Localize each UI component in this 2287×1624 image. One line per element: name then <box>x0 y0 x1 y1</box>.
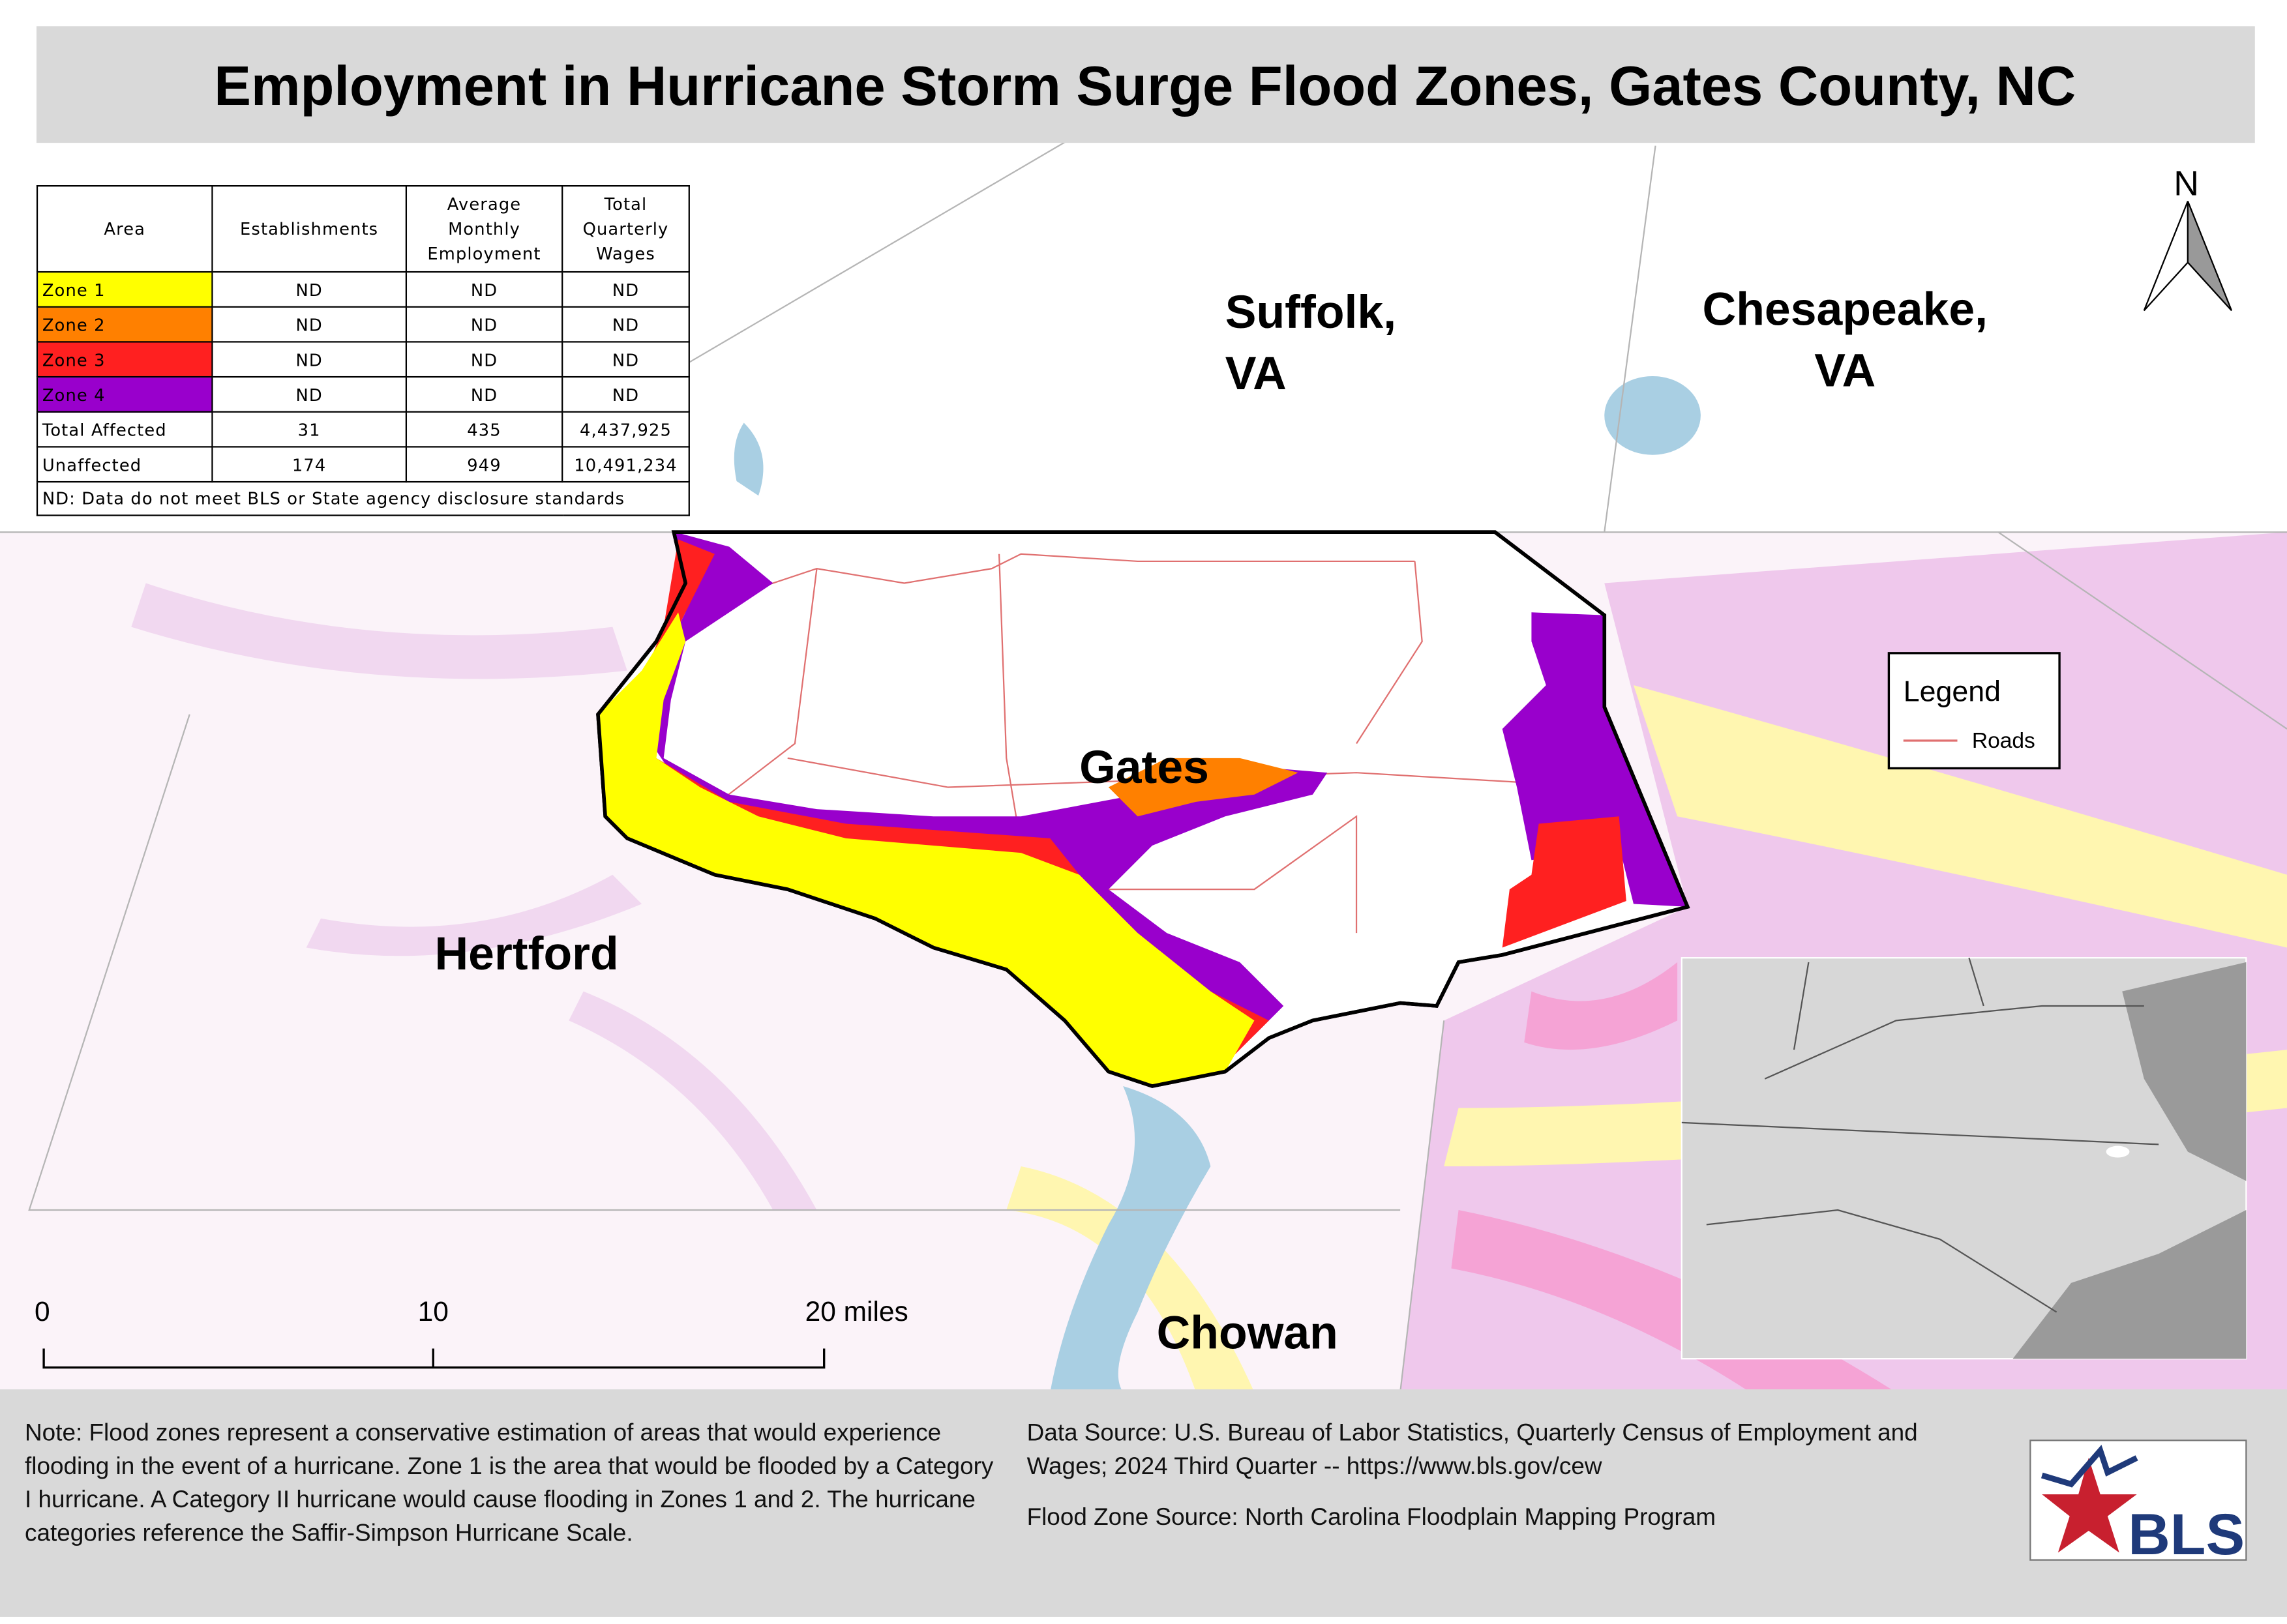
table-row: Zone 2 ND ND ND <box>36 306 690 343</box>
scale-label: 0 <box>35 1297 50 1327</box>
value-cell: 31 <box>211 411 408 448</box>
table-row: Zone 4 ND ND ND <box>36 376 690 413</box>
table-footnote-row: ND: Data do not meet BLS or State agency… <box>36 480 690 516</box>
value-cell: ND <box>561 306 690 343</box>
place-label: Chesapeake, <box>1703 284 1988 336</box>
north-label: N <box>2174 164 2199 203</box>
flood-zone-2 <box>1108 758 1298 817</box>
header-cell: Establishments <box>211 185 408 273</box>
area-cell: Unaffected <box>36 446 213 483</box>
place-label: Gates <box>1079 741 1209 793</box>
inset-boundary <box>1681 957 2159 1313</box>
table-row: Zone 3 ND ND ND <box>36 341 690 378</box>
value-cell: ND <box>405 376 563 413</box>
header-cell: Average Monthly Employment <box>405 185 563 273</box>
legend-title: Legend <box>1904 676 2001 708</box>
table-row: Unaffected 174 949 10,491,234 <box>36 446 690 483</box>
inset-gates <box>2106 1145 2130 1158</box>
value-cell: ND <box>405 306 563 343</box>
logo-line <box>2040 1445 2138 1488</box>
river <box>1050 1085 1211 1393</box>
value-cell: ND <box>405 271 563 308</box>
flood-zone-3 <box>1502 816 1626 948</box>
lake <box>1604 376 1701 455</box>
value-cell: ND <box>211 376 408 413</box>
notes-band <box>0 1389 2287 1617</box>
note-source: Data Source: U.S. Bureau of Labor Statis… <box>1026 1420 1918 1480</box>
title-band <box>36 26 2255 143</box>
value-cell: 949 <box>405 446 563 483</box>
table-row: Total Affected 31 435 4,437,925 <box>36 411 690 448</box>
header-cell: Area <box>36 185 213 273</box>
value-cell: ND <box>211 306 408 343</box>
north-arrow <box>2187 201 2233 312</box>
footnote: ND: Data do not meet BLS or State agency… <box>36 480 690 516</box>
title: Employment in Hurricane Storm Surge Floo… <box>214 55 2076 117</box>
area-cell: Zone 4 <box>36 376 213 413</box>
lake <box>734 422 764 496</box>
header-cell: Total Quarterly Wages <box>561 185 690 273</box>
logo-text: BLS <box>2128 1501 2245 1567</box>
value-cell: 174 <box>211 446 408 483</box>
place-label: VA <box>1225 347 1287 400</box>
flood-area <box>131 583 817 1211</box>
note-source: Flood Zone Source: North Carolina Floodp… <box>1026 1504 1716 1531</box>
value-cell: ND <box>561 376 690 413</box>
flood-zone-1 <box>598 612 1255 1086</box>
area-cell: Zone 3 <box>36 341 213 378</box>
value-cell: ND <box>211 271 408 308</box>
value-cell: 435 <box>405 411 563 448</box>
data-table: Area Establishments Average Monthly Employ… <box>36 185 690 516</box>
value-cell: ND <box>561 271 690 308</box>
scale-bar <box>42 1348 826 1369</box>
flood-area <box>1006 685 2287 1393</box>
county-outline <box>596 530 1690 1088</box>
place-labels: Suffolk, VA Chesapeake, VA Gates Hertford Chow… <box>435 284 1988 1359</box>
legend-item: Roads <box>1972 729 2035 753</box>
value-cell: ND <box>211 341 408 378</box>
table-header-row: Area Establishments Average Monthly Employ… <box>36 185 690 273</box>
place-label: VA <box>1814 345 1876 397</box>
legend-box <box>1887 652 2061 770</box>
flood-area <box>1451 962 1896 1393</box>
area-cell: Zone 2 <box>36 306 213 343</box>
place-label: Suffolk, <box>1225 286 1396 338</box>
table-row: Zone 1 ND ND ND <box>36 271 690 308</box>
value-cell: 4,437,925 <box>561 411 690 448</box>
value-cell: ND <box>561 341 690 378</box>
place-label: Hertford <box>435 928 619 980</box>
note-left: Note: Flood zones represent a conservati… <box>25 1420 994 1547</box>
scale-label: 10 <box>418 1297 449 1327</box>
logo-star <box>2042 1458 2137 1553</box>
area-cell: Zone 1 <box>36 271 213 308</box>
scale-label: 20 miles <box>805 1297 908 1327</box>
place-label: Chowan <box>1157 1307 1338 1359</box>
area-cell: Total Affected <box>36 411 213 448</box>
road <box>685 553 1605 934</box>
inset-ocean <box>2012 962 2247 1359</box>
value-cell: 10,491,234 <box>561 446 690 483</box>
value-cell: ND <box>405 341 563 378</box>
